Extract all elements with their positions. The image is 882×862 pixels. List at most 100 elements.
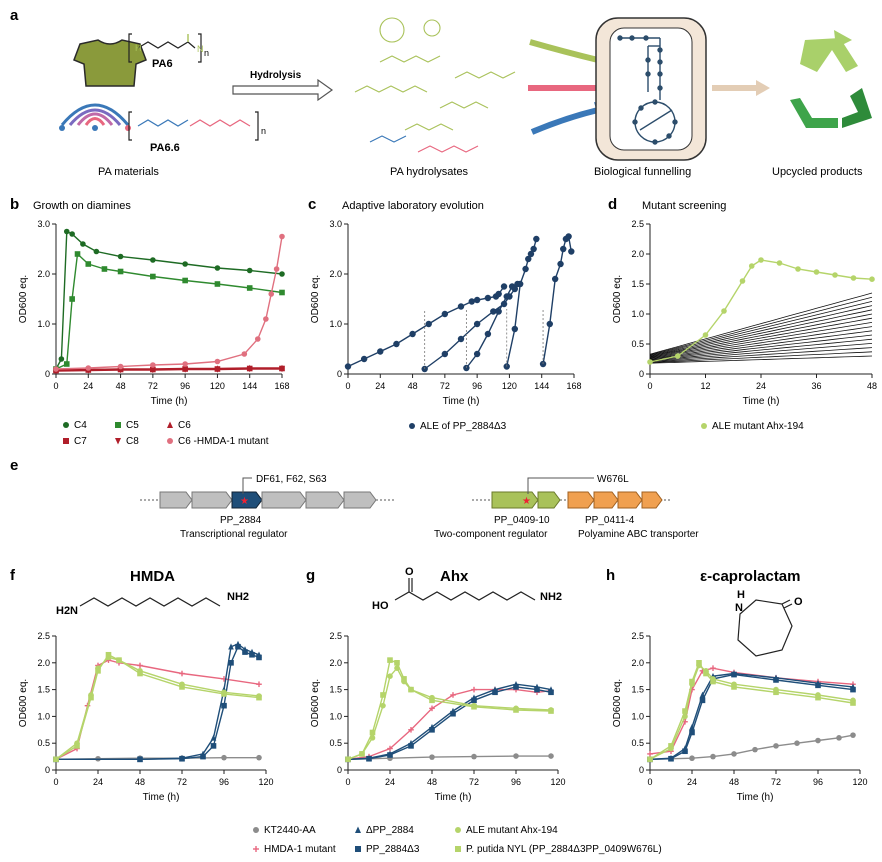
series-line <box>55 656 260 760</box>
legend-item: P. putida NYL (PP_2884Δ3PP_0409W676L) <box>455 844 662 855</box>
data-point <box>182 261 188 267</box>
mutant-trace <box>649 330 873 360</box>
y-tick-label: 3.0 <box>329 219 342 229</box>
chart-d-title: Mutant screening <box>642 200 726 212</box>
data-point <box>429 727 435 733</box>
data-point <box>513 753 519 759</box>
series-line <box>55 230 283 370</box>
data-point <box>457 303 465 310</box>
x-tick-label: 0 <box>53 381 58 391</box>
legend-label: ALE mutant Ahx-194 <box>712 421 804 432</box>
y-tick-label: 0.5 <box>329 738 342 748</box>
legend-label: C8 <box>126 436 139 447</box>
data-point <box>268 291 275 297</box>
data-point <box>551 275 559 283</box>
data-point <box>850 275 857 281</box>
data-point <box>101 266 108 272</box>
gene-arrow-pp0411 <box>567 491 595 509</box>
x-tick-label: 0 <box>647 777 652 787</box>
data-point <box>500 283 508 290</box>
x-tick-label: 96 <box>472 381 482 391</box>
h-label: H <box>737 589 745 601</box>
y-tick-label: 0 <box>337 369 342 379</box>
y-axis-label: OD600 eq. <box>612 275 623 323</box>
data-point <box>533 235 540 243</box>
data-point <box>116 657 122 663</box>
series-line <box>649 734 854 760</box>
data-point <box>137 756 143 763</box>
data-point <box>548 753 554 759</box>
legend-label: P. putida NYL (PP_2884Δ3PP_0409W676L) <box>466 844 662 855</box>
data-point <box>409 423 415 429</box>
legend-item: PP_2884Δ3 <box>355 844 420 855</box>
series-line <box>347 688 552 760</box>
pa-hydrolysates-label: PA hydrolysates <box>390 166 469 178</box>
ahx-structure: O HO NH2 <box>372 566 562 612</box>
y-tick-label: 1.5 <box>631 685 644 695</box>
data-point <box>242 649 248 655</box>
legend-item: ALE of PP_2884Δ3 <box>409 421 507 432</box>
data-point <box>546 320 553 328</box>
data-point <box>273 266 280 272</box>
data-point <box>441 310 449 318</box>
mutant-trace <box>649 292 873 355</box>
data-point <box>88 694 94 701</box>
legend-item: C8 <box>115 436 139 447</box>
cell-funnelling <box>595 17 707 161</box>
data-point <box>409 330 416 338</box>
series-line <box>347 755 551 760</box>
svg-text:H: H <box>135 43 142 53</box>
data-point <box>696 660 702 666</box>
nh2-label: NH2 <box>540 591 562 603</box>
series-line <box>649 667 854 755</box>
x-tick-label: 96 <box>180 381 190 391</box>
data-point <box>256 694 262 701</box>
data-point <box>214 265 221 271</box>
chart-f: 0 24 48 72 96 120 0 0.5 1.0 1.5 2.0 2.5 Time (h) OD60… <box>18 631 274 803</box>
x-tick-label: 48 <box>408 381 418 391</box>
data-point <box>721 308 727 314</box>
series-3 <box>345 684 554 763</box>
gene-right-1-label: PP_0409-10 <box>494 515 550 526</box>
pa-materials-label: PA materials <box>98 166 159 178</box>
data-point <box>69 296 75 302</box>
data-point <box>457 335 465 343</box>
y-tick-label: 1.0 <box>329 711 342 721</box>
data-point <box>522 265 529 273</box>
x-tick-label: 24 <box>375 381 385 391</box>
mutant-trace <box>649 338 873 362</box>
data-point <box>682 708 688 714</box>
series-4 <box>53 654 262 763</box>
data-point <box>668 755 674 762</box>
chart-b-title: Growth on diamines <box>33 200 131 212</box>
green-inflow-arrow <box>529 39 599 63</box>
x-tick-label: 144 <box>534 381 549 391</box>
legend-item: C4 <box>63 420 87 431</box>
series-0 <box>344 233 575 373</box>
data-point <box>408 727 414 733</box>
series-4 <box>647 662 856 763</box>
data-point <box>53 366 59 372</box>
panel-letter-h: h <box>606 567 615 584</box>
mutant-trace <box>649 313 873 358</box>
x-tick-label: 48 <box>116 381 126 391</box>
data-point <box>80 241 86 247</box>
recycle-icon <box>790 30 872 128</box>
series-0 <box>53 228 285 372</box>
series-0 <box>647 257 875 365</box>
data-point <box>647 751 653 757</box>
mutant-trace <box>649 334 873 361</box>
data-point <box>377 348 384 355</box>
mutation-star-icon: ★ <box>240 496 249 507</box>
x-axis-label: Time (h) <box>743 396 780 407</box>
data-point <box>471 753 477 760</box>
data-point <box>836 735 842 741</box>
desc-right-1-label: Two-component regulator <box>434 529 548 540</box>
y-axis-label: OD600 eq. <box>18 275 29 323</box>
x-tick-label: 24 <box>687 777 697 787</box>
data-point <box>565 233 572 240</box>
pa66-label: PA6.6 <box>150 142 180 154</box>
y-tick-label: 1.0 <box>329 319 342 329</box>
mutation-right-label: W676L <box>597 474 629 485</box>
gene-arrow-pp0412 <box>593 491 619 509</box>
